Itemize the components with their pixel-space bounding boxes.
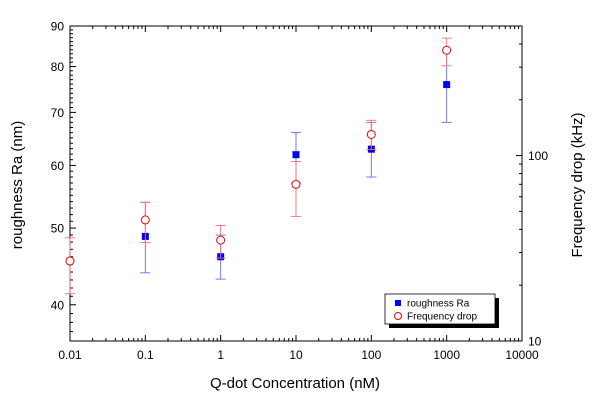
frequency-point bbox=[291, 179, 301, 189]
y-tick-label: 90 bbox=[51, 20, 65, 34]
roughness-point bbox=[443, 81, 451, 89]
plot-area: 0.01 0.1 1 10 100 1000 10000 40 50 60 70 80 90 10 100 bbox=[51, 20, 549, 363]
legend-label: Frequency drop bbox=[407, 312, 477, 323]
frequency-point bbox=[442, 45, 452, 55]
frequency-point bbox=[140, 215, 150, 225]
roughness-point bbox=[292, 151, 300, 159]
x-tick-label: 1 bbox=[217, 348, 224, 362]
y-axis-label: roughness Ra (nm) bbox=[9, 121, 26, 249]
y-tick-label: 40 bbox=[51, 298, 65, 312]
x-tick-label: 0.1 bbox=[137, 348, 154, 362]
legend-box bbox=[384, 293, 496, 325]
y2-tick-label: 10 bbox=[528, 335, 542, 349]
x-tick-label: 10 bbox=[289, 348, 303, 362]
y-tick-label: 60 bbox=[51, 159, 65, 173]
frequency-point bbox=[65, 256, 75, 266]
legend: roughness Ra Frequency drop bbox=[384, 293, 499, 328]
frequency-point bbox=[366, 129, 376, 139]
legend-marker-roughness bbox=[395, 300, 401, 306]
y-tick-label: 80 bbox=[51, 60, 65, 74]
y2-axis-label: Frequency drop (kHz) bbox=[569, 112, 586, 257]
legend-label: roughness Ra bbox=[407, 299, 470, 310]
y-tick-label: 70 bbox=[51, 106, 65, 120]
x-tick-label: 100 bbox=[361, 348, 381, 362]
legend-marker-frequency bbox=[394, 312, 402, 320]
x-tick-label: 0.01 bbox=[58, 348, 82, 362]
x-tick-label: 1000 bbox=[433, 348, 460, 362]
x-tick-label: 10000 bbox=[505, 348, 539, 362]
y-tick-label: 50 bbox=[51, 222, 65, 236]
x-axis-label: Q-dot Concentration (nM) bbox=[210, 375, 380, 392]
frequency-point bbox=[216, 235, 226, 245]
y2-tick-label: 100 bbox=[528, 149, 548, 163]
